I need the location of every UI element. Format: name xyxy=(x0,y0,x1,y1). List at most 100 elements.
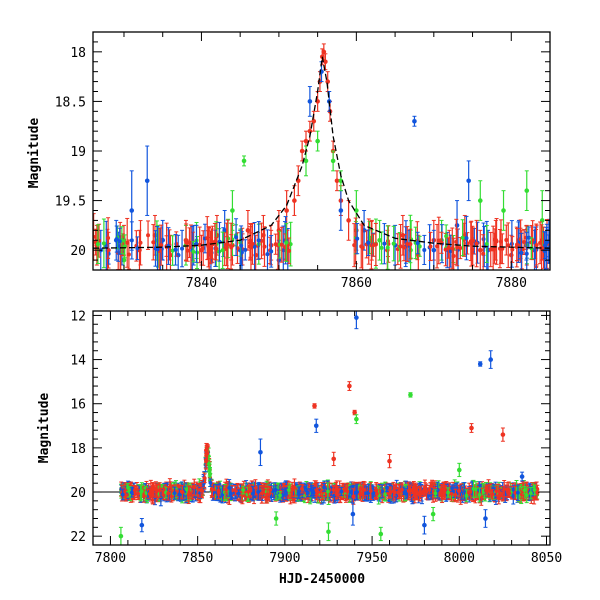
green-data-point xyxy=(484,225,489,263)
red-data-point-marker xyxy=(292,198,297,203)
blue-data-point-marker xyxy=(412,118,417,124)
blue-data-point-marker xyxy=(338,208,344,213)
blue-data-point xyxy=(265,229,270,270)
red-data-point-marker xyxy=(245,228,251,233)
red-data-point-marker xyxy=(184,240,189,245)
red-data-point xyxy=(134,230,139,262)
blue-data-point-marker xyxy=(252,244,257,249)
red-data-point-marker xyxy=(201,246,206,251)
red-data-point-marker xyxy=(284,208,289,213)
green-data-point-marker xyxy=(95,242,100,247)
red-data-point xyxy=(474,219,479,268)
green-data-point xyxy=(477,180,483,221)
blue-data-point-marker xyxy=(524,251,529,256)
red-data-point-marker xyxy=(359,244,364,249)
blue-data-point xyxy=(239,225,244,266)
red-data-point-marker xyxy=(205,236,210,241)
top-y-axis-label: Magnitude xyxy=(27,118,42,189)
blue-data-point-marker xyxy=(144,178,150,184)
red-data-point xyxy=(184,223,189,262)
red-data-point-marker xyxy=(446,246,451,251)
blue-data-point-marker xyxy=(269,249,274,254)
red-data-point-marker xyxy=(436,238,441,243)
green-data-point xyxy=(330,150,336,172)
blue-data-point-marker xyxy=(382,241,387,246)
green-data-point xyxy=(379,231,384,265)
green-data-point-marker xyxy=(220,248,225,253)
blue-data-point-marker xyxy=(180,246,185,251)
blue-data-point xyxy=(366,229,371,257)
red-data-point xyxy=(439,231,444,254)
green-data-point-marker xyxy=(379,245,384,250)
green-data-point-marker xyxy=(230,208,235,213)
red-data-point xyxy=(138,220,143,266)
green-data-point xyxy=(377,219,382,261)
blue-data-point xyxy=(338,190,344,231)
blue-data-point xyxy=(431,229,437,270)
red-data-point-marker xyxy=(106,236,111,241)
green-data-point-marker xyxy=(303,158,309,164)
blue-data-point-marker xyxy=(239,243,244,248)
red-data-point xyxy=(504,224,509,256)
red-data-point-marker xyxy=(428,244,433,249)
red-data-point-marker xyxy=(451,253,456,258)
blue-data-point xyxy=(155,226,160,270)
red-data-point-marker xyxy=(506,243,511,248)
blue-data-point xyxy=(252,221,257,270)
data-layer xyxy=(93,311,550,545)
green-data-point-marker xyxy=(385,245,390,250)
blue-data-point-marker xyxy=(526,235,531,240)
y-tick-label: 19.5 xyxy=(55,195,86,210)
blue-data-point xyxy=(117,227,122,255)
blue-data-point-marker xyxy=(355,236,360,241)
blue-data-point xyxy=(269,235,274,268)
red-data-point-marker xyxy=(386,242,391,247)
red-data-point-marker xyxy=(504,238,509,243)
red-data-point-marker xyxy=(510,247,515,252)
x-tick-label: 7880 xyxy=(496,276,527,291)
red-data-point xyxy=(159,224,164,266)
blue-data-point-marker xyxy=(173,247,178,252)
green-data-point-marker xyxy=(315,138,320,144)
y-tick-label: 19 xyxy=(70,145,86,160)
red-data-point xyxy=(497,229,502,269)
red-data-point-marker xyxy=(174,242,179,247)
red-data-point-marker xyxy=(471,238,476,243)
green-data-point xyxy=(524,170,530,211)
blue-data-point xyxy=(129,221,134,260)
green-data-point xyxy=(391,225,396,262)
blue-data-point-marker xyxy=(243,247,248,252)
green-data-point-marker xyxy=(338,178,344,184)
red-data-point-marker xyxy=(276,228,282,233)
green-data-point xyxy=(220,231,225,269)
blue-data-point xyxy=(412,115,417,127)
blue-data-point xyxy=(234,218,239,257)
green-data-point-marker xyxy=(524,188,530,193)
red-data-point-marker xyxy=(334,178,340,184)
red-data-point xyxy=(398,223,403,269)
red-data-point xyxy=(229,234,234,261)
green-data-point-marker xyxy=(191,249,196,254)
red-data-point-marker xyxy=(229,245,234,250)
blue-data-point-marker xyxy=(431,247,437,253)
red-data-point xyxy=(225,219,230,270)
blue-data-point xyxy=(135,236,140,261)
red-data-point xyxy=(323,53,328,71)
blue-data-point-marker xyxy=(265,252,270,257)
blue-data-point-marker xyxy=(129,208,135,213)
red-data-point-marker xyxy=(321,49,327,55)
blue-data-point xyxy=(382,223,387,265)
green-data-point xyxy=(315,130,320,152)
red-data-point xyxy=(259,222,264,260)
green-data-point-marker xyxy=(284,240,289,245)
green-data-point-marker xyxy=(444,234,449,239)
blue-data-point xyxy=(415,231,420,255)
blue-data-point-marker xyxy=(454,223,460,228)
green-data-point-marker xyxy=(354,208,359,213)
red-data-point xyxy=(446,237,451,259)
blue-data-point-marker xyxy=(366,240,371,245)
red-data-point-marker xyxy=(151,240,156,245)
blue-data-point-marker xyxy=(155,247,160,252)
